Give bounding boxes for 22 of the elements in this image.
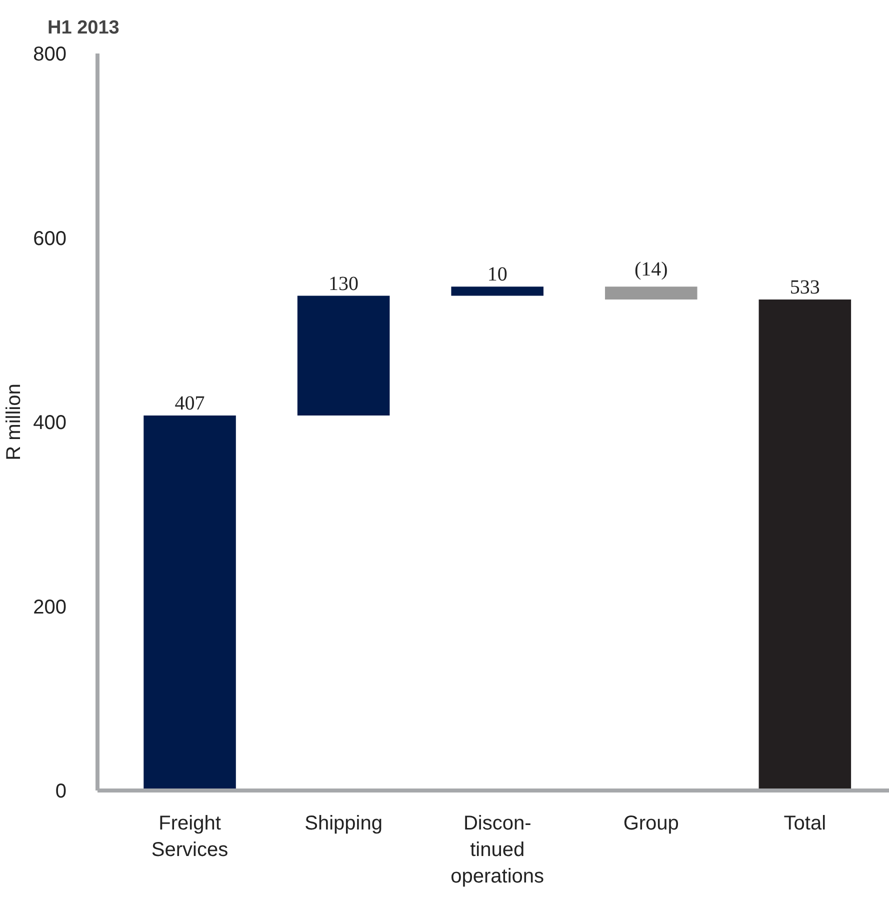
y-tick-label: 800 xyxy=(33,44,67,66)
y-axis-title: R million xyxy=(3,384,26,460)
bar xyxy=(758,299,852,790)
x-tick-label: Shipping xyxy=(304,812,382,834)
y-tick-label: 600 xyxy=(33,228,67,250)
x-tick-label: Discon- tinued operations xyxy=(450,812,544,888)
data-label: 10 xyxy=(487,264,508,286)
bar xyxy=(451,286,544,296)
chart-title: H1 2013 xyxy=(48,18,120,38)
y-tick-label: 200 xyxy=(33,596,67,618)
data-label: (14) xyxy=(634,258,668,281)
y-tick-label: 400 xyxy=(33,412,67,434)
data-label: 407 xyxy=(174,392,205,415)
bar xyxy=(144,416,236,790)
x-tick-label: Group xyxy=(623,812,679,834)
bar xyxy=(604,286,698,300)
x-tick-label: Freight Services xyxy=(151,812,228,861)
x-tick-label: Total xyxy=(784,812,826,834)
y-tick-label: 0 xyxy=(55,780,66,802)
bar xyxy=(297,296,390,416)
data-label: 130 xyxy=(328,272,359,295)
data-label: 533 xyxy=(790,276,820,298)
